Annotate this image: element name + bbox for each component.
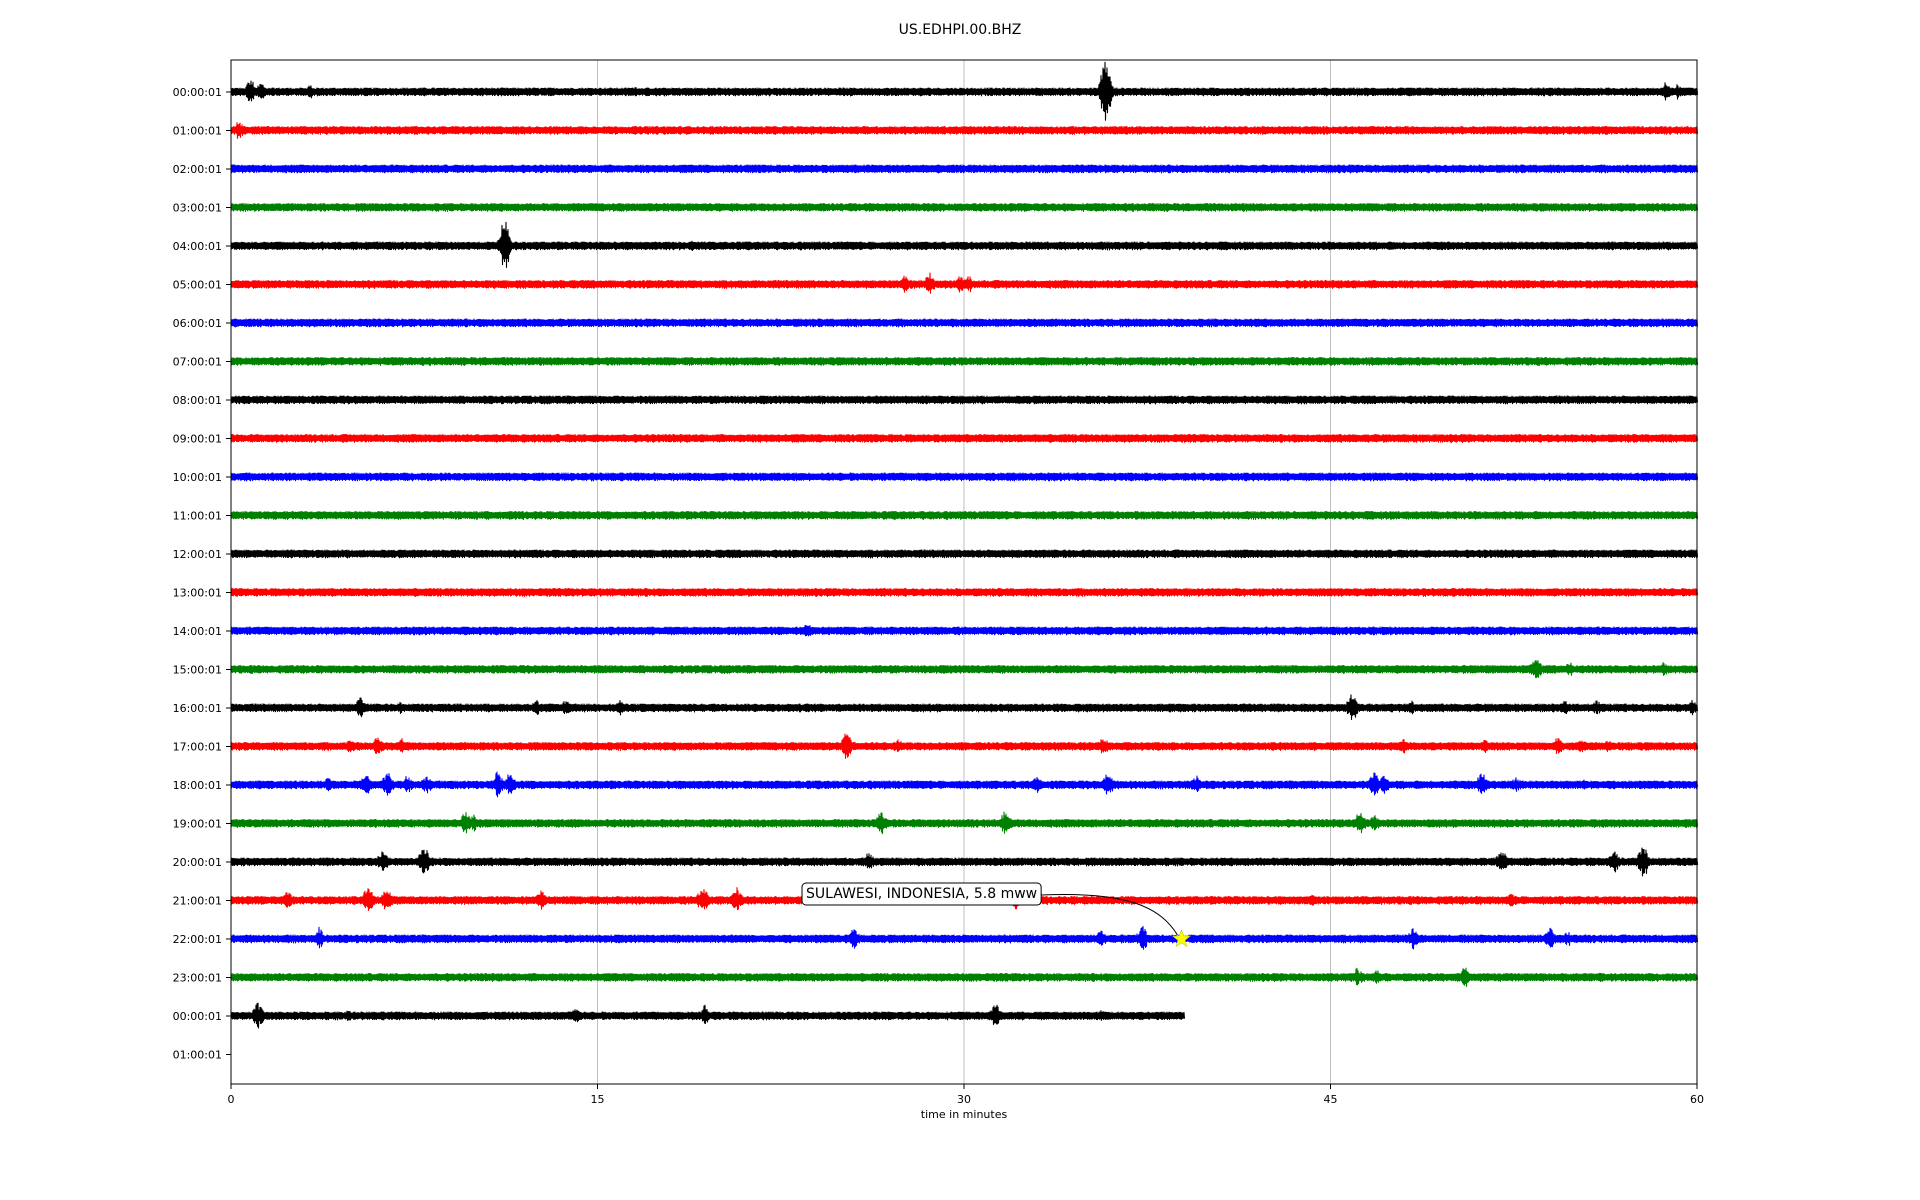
trace-row-0 bbox=[230, 61, 1699, 121]
x-tick-label: 0 bbox=[228, 1093, 235, 1106]
y-tick-label: 21:00:01 bbox=[173, 895, 222, 908]
y-tick-label: 18:00:01 bbox=[173, 779, 222, 792]
trace-row-24 bbox=[230, 1002, 1186, 1029]
y-tick-label: 08:00:01 bbox=[173, 394, 222, 407]
trace-row-1 bbox=[230, 122, 1699, 139]
trace-row-11 bbox=[230, 510, 1699, 520]
y-tick-label: 09:00:01 bbox=[173, 433, 222, 446]
x-tick-labels: 0 15 30 45 60 bbox=[228, 1084, 1704, 1106]
annotation-label: SULAWESI, INDONESIA, 5.8 mww bbox=[806, 886, 1037, 902]
plot-frame bbox=[230, 59, 1698, 1085]
y-tick-label: 13:00:01 bbox=[173, 587, 222, 600]
trace-row-14 bbox=[230, 624, 1699, 637]
trace-row-8 bbox=[230, 395, 1699, 405]
y-tick-label: 00:00:01 bbox=[173, 1010, 222, 1023]
y-tick-label: 00:00:01 bbox=[173, 86, 222, 99]
trace-row-9 bbox=[230, 433, 1699, 444]
trace-row-3 bbox=[230, 202, 1699, 212]
trace-row-19 bbox=[230, 811, 1699, 835]
trace-row-15 bbox=[230, 660, 1699, 679]
y-tick-label: 07:00:01 bbox=[173, 356, 222, 369]
y-tick-labels: 00:00:01 01:00:01 02:00:01 03:00:01 04:00:01… bbox=[173, 86, 231, 1062]
y-tick-label: 15:00:01 bbox=[173, 664, 222, 677]
x-tick-label: 45 bbox=[1324, 1093, 1338, 1106]
annotation-arrow bbox=[1041, 893, 1178, 936]
y-tick-label: 03:00:01 bbox=[173, 202, 222, 215]
trace-row-10 bbox=[230, 472, 1699, 482]
trace-row-6 bbox=[230, 318, 1699, 328]
y-tick-label: 01:00:01 bbox=[173, 125, 222, 138]
trace-row-16 bbox=[230, 694, 1699, 721]
trace-row-17 bbox=[230, 733, 1699, 759]
trace-row-4 bbox=[230, 221, 1699, 268]
y-tick-label: 04:00:01 bbox=[173, 240, 222, 253]
y-tick-label: 22:00:01 bbox=[173, 933, 222, 946]
x-axis-label: time in minutes bbox=[921, 1108, 1008, 1121]
y-tick-label: 17:00:01 bbox=[173, 741, 222, 754]
trace-row-18 bbox=[230, 771, 1699, 798]
trace-row-20 bbox=[230, 847, 1699, 877]
trace-row-13 bbox=[230, 587, 1699, 598]
y-tick-label: 19:00:01 bbox=[173, 818, 222, 831]
trace-row-23 bbox=[230, 967, 1699, 987]
x-tick-label: 15 bbox=[591, 1093, 605, 1106]
y-tick-label: 01:00:01 bbox=[173, 1049, 222, 1062]
event-star-marker bbox=[1172, 929, 1191, 947]
trace-row-2 bbox=[230, 164, 1699, 174]
trace-row-12 bbox=[230, 549, 1699, 559]
y-tick-label: 10:00:01 bbox=[173, 471, 222, 484]
chart-title: US.EDHPI.00.BHZ bbox=[899, 22, 1022, 38]
x-tick-label: 60 bbox=[1690, 1093, 1704, 1106]
annotation-box bbox=[801, 882, 1042, 906]
y-tick-label: 20:00:01 bbox=[173, 856, 222, 869]
y-tick-label: 23:00:01 bbox=[173, 972, 222, 985]
trace-row-5 bbox=[230, 272, 1699, 294]
x-tick-label: 30 bbox=[957, 1093, 971, 1106]
y-tick-label: 12:00:01 bbox=[173, 548, 222, 561]
y-tick-label: 06:00:01 bbox=[173, 317, 222, 330]
y-tick-label: 05:00:01 bbox=[173, 279, 222, 292]
vertical-gridlines bbox=[597, 60, 1331, 1084]
trace-row-22 bbox=[230, 925, 1699, 950]
y-tick-label: 02:00:01 bbox=[173, 163, 222, 176]
trace-row-7 bbox=[230, 356, 1699, 366]
event-annotation: SULAWESI, INDONESIA, 5.8 mww bbox=[801, 882, 1191, 947]
y-tick-label: 14:00:01 bbox=[173, 625, 222, 638]
y-tick-label: 16:00:01 bbox=[173, 702, 222, 715]
y-tick-label: 11:00:01 bbox=[173, 510, 222, 523]
